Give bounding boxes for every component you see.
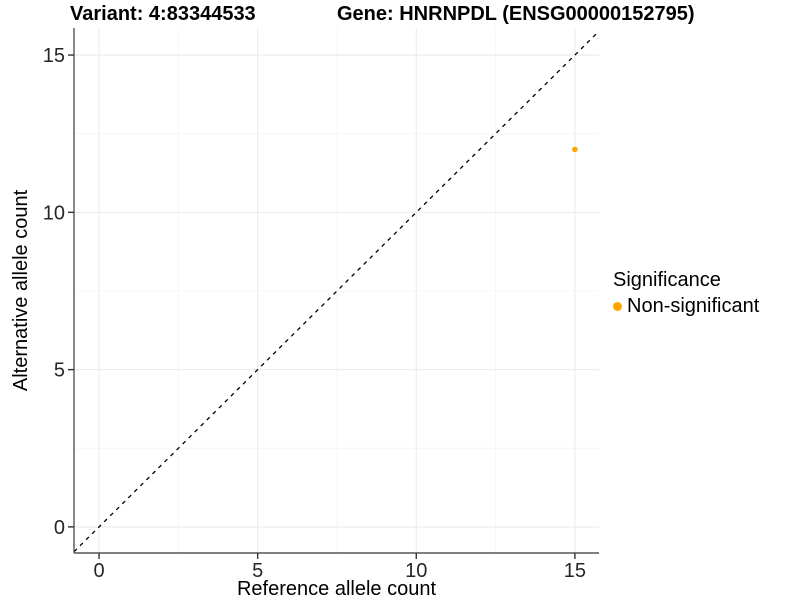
legend: Significance Non-significant bbox=[613, 269, 759, 318]
x-tick-label: 0 bbox=[93, 560, 104, 582]
x-tick-label: 15 bbox=[564, 560, 586, 582]
legend-item-label: Non-significant bbox=[627, 295, 760, 317]
x-tick-label: 5 bbox=[252, 560, 263, 582]
y-tick-label: 5 bbox=[54, 360, 65, 382]
identity-dashed-line bbox=[73, 30, 600, 553]
gene-title: Gene: HNRNPDL (ENSG00000152795) bbox=[337, 3, 695, 25]
y-tick-label: 0 bbox=[54, 517, 65, 539]
legend-title: Significance bbox=[613, 269, 721, 291]
y-axis-title: Alternative allele count bbox=[10, 189, 32, 391]
x-axis-title: Reference allele count bbox=[237, 578, 436, 600]
y-tick-label: 10 bbox=[43, 202, 65, 224]
variant-title: Variant: 4:83344533 bbox=[70, 3, 256, 25]
legend-dot-icon bbox=[613, 302, 622, 311]
data-point bbox=[572, 146, 578, 153]
x-tick-label: 10 bbox=[405, 560, 427, 582]
y-tick-label: 15 bbox=[43, 45, 65, 67]
legend-item-non-significant: Non-significant bbox=[613, 295, 759, 318]
